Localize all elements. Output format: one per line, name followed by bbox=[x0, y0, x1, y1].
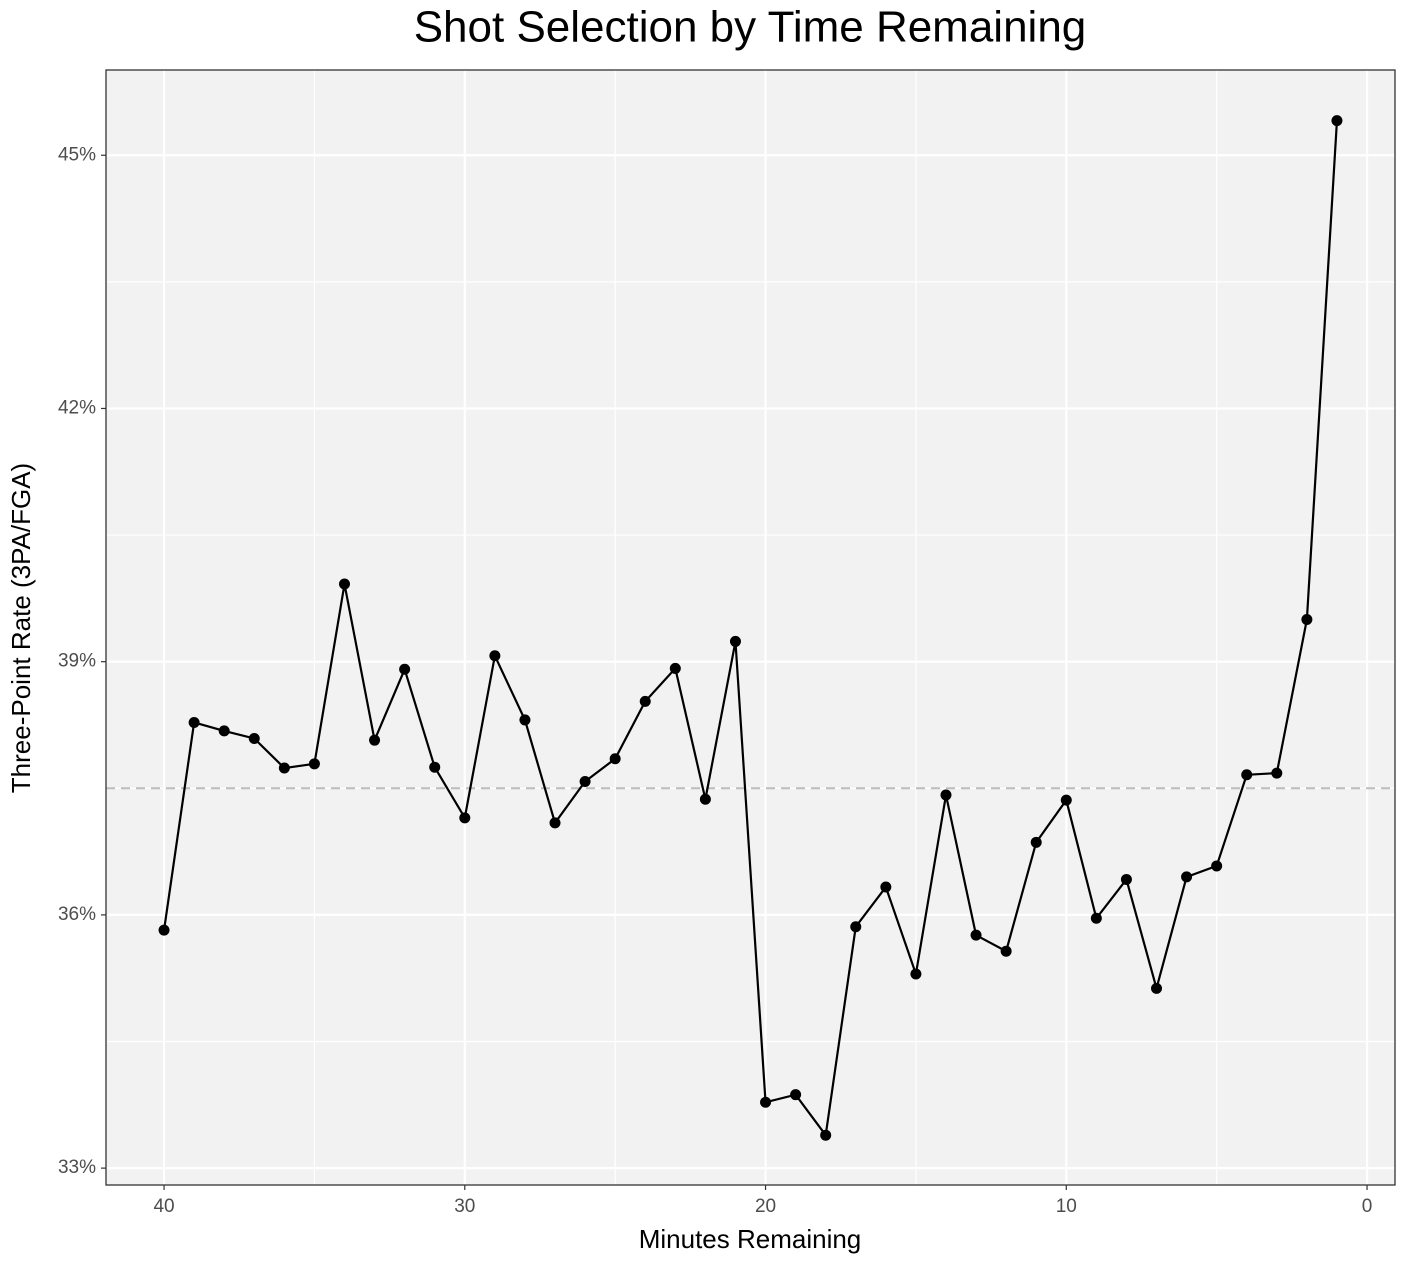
data-point bbox=[1000, 945, 1012, 957]
data-point bbox=[579, 776, 591, 788]
data-point bbox=[399, 663, 411, 675]
x-tick-label: 40 bbox=[153, 1196, 174, 1217]
data-point bbox=[1211, 860, 1223, 872]
x-tick-label: 10 bbox=[1056, 1196, 1077, 1217]
data-point bbox=[820, 1129, 832, 1141]
data-point bbox=[970, 929, 982, 941]
data-point bbox=[1030, 836, 1042, 848]
y-tick-label: 39% bbox=[58, 651, 96, 672]
data-point bbox=[940, 789, 952, 801]
x-tick-label: 20 bbox=[755, 1196, 776, 1217]
data-point bbox=[218, 725, 230, 737]
data-point bbox=[790, 1089, 802, 1101]
x-tick-label: 30 bbox=[454, 1196, 475, 1217]
x-tick-label: 0 bbox=[1362, 1196, 1373, 1217]
data-point bbox=[158, 924, 170, 936]
plot-border bbox=[105, 69, 1396, 1186]
y-tick-label: 42% bbox=[58, 397, 96, 418]
data-point bbox=[278, 762, 290, 774]
data-point bbox=[1120, 873, 1132, 885]
y-tick-label: 45% bbox=[58, 144, 96, 165]
data-point bbox=[1181, 871, 1193, 883]
data-point bbox=[760, 1096, 772, 1108]
data-point bbox=[850, 921, 862, 933]
data-point bbox=[1151, 982, 1163, 994]
y-tick-label: 36% bbox=[58, 904, 96, 925]
data-point bbox=[549, 817, 561, 829]
data-point bbox=[338, 578, 350, 590]
data-point bbox=[369, 734, 381, 746]
data-point bbox=[1060, 794, 1072, 806]
data-point bbox=[910, 968, 922, 980]
data-point bbox=[1301, 613, 1313, 625]
plot-panel bbox=[106, 70, 1395, 1185]
data-point bbox=[1090, 912, 1102, 924]
data-point bbox=[308, 758, 320, 770]
data-point bbox=[188, 716, 200, 728]
data-point bbox=[609, 753, 621, 765]
data-point bbox=[1331, 115, 1343, 127]
data-point bbox=[519, 714, 531, 726]
y-tick-label: 33% bbox=[58, 1157, 96, 1178]
y-axis-label: Three-Point Rate (3PA/FGA) bbox=[6, 463, 36, 793]
data-point bbox=[1241, 769, 1253, 781]
data-point bbox=[729, 635, 741, 647]
x-axis-label: Minutes Remaining bbox=[639, 1224, 862, 1254]
chart-title: Shot Selection by Time Remaining bbox=[414, 3, 1087, 52]
data-point bbox=[489, 650, 501, 662]
data-point bbox=[459, 812, 471, 824]
data-point bbox=[880, 881, 892, 893]
data-point bbox=[1271, 767, 1283, 779]
data-point bbox=[669, 662, 681, 674]
data-point bbox=[429, 761, 441, 773]
data-point bbox=[699, 793, 711, 805]
series-line bbox=[162, 120, 1339, 1138]
data-point bbox=[639, 695, 651, 707]
data-point bbox=[248, 732, 260, 744]
